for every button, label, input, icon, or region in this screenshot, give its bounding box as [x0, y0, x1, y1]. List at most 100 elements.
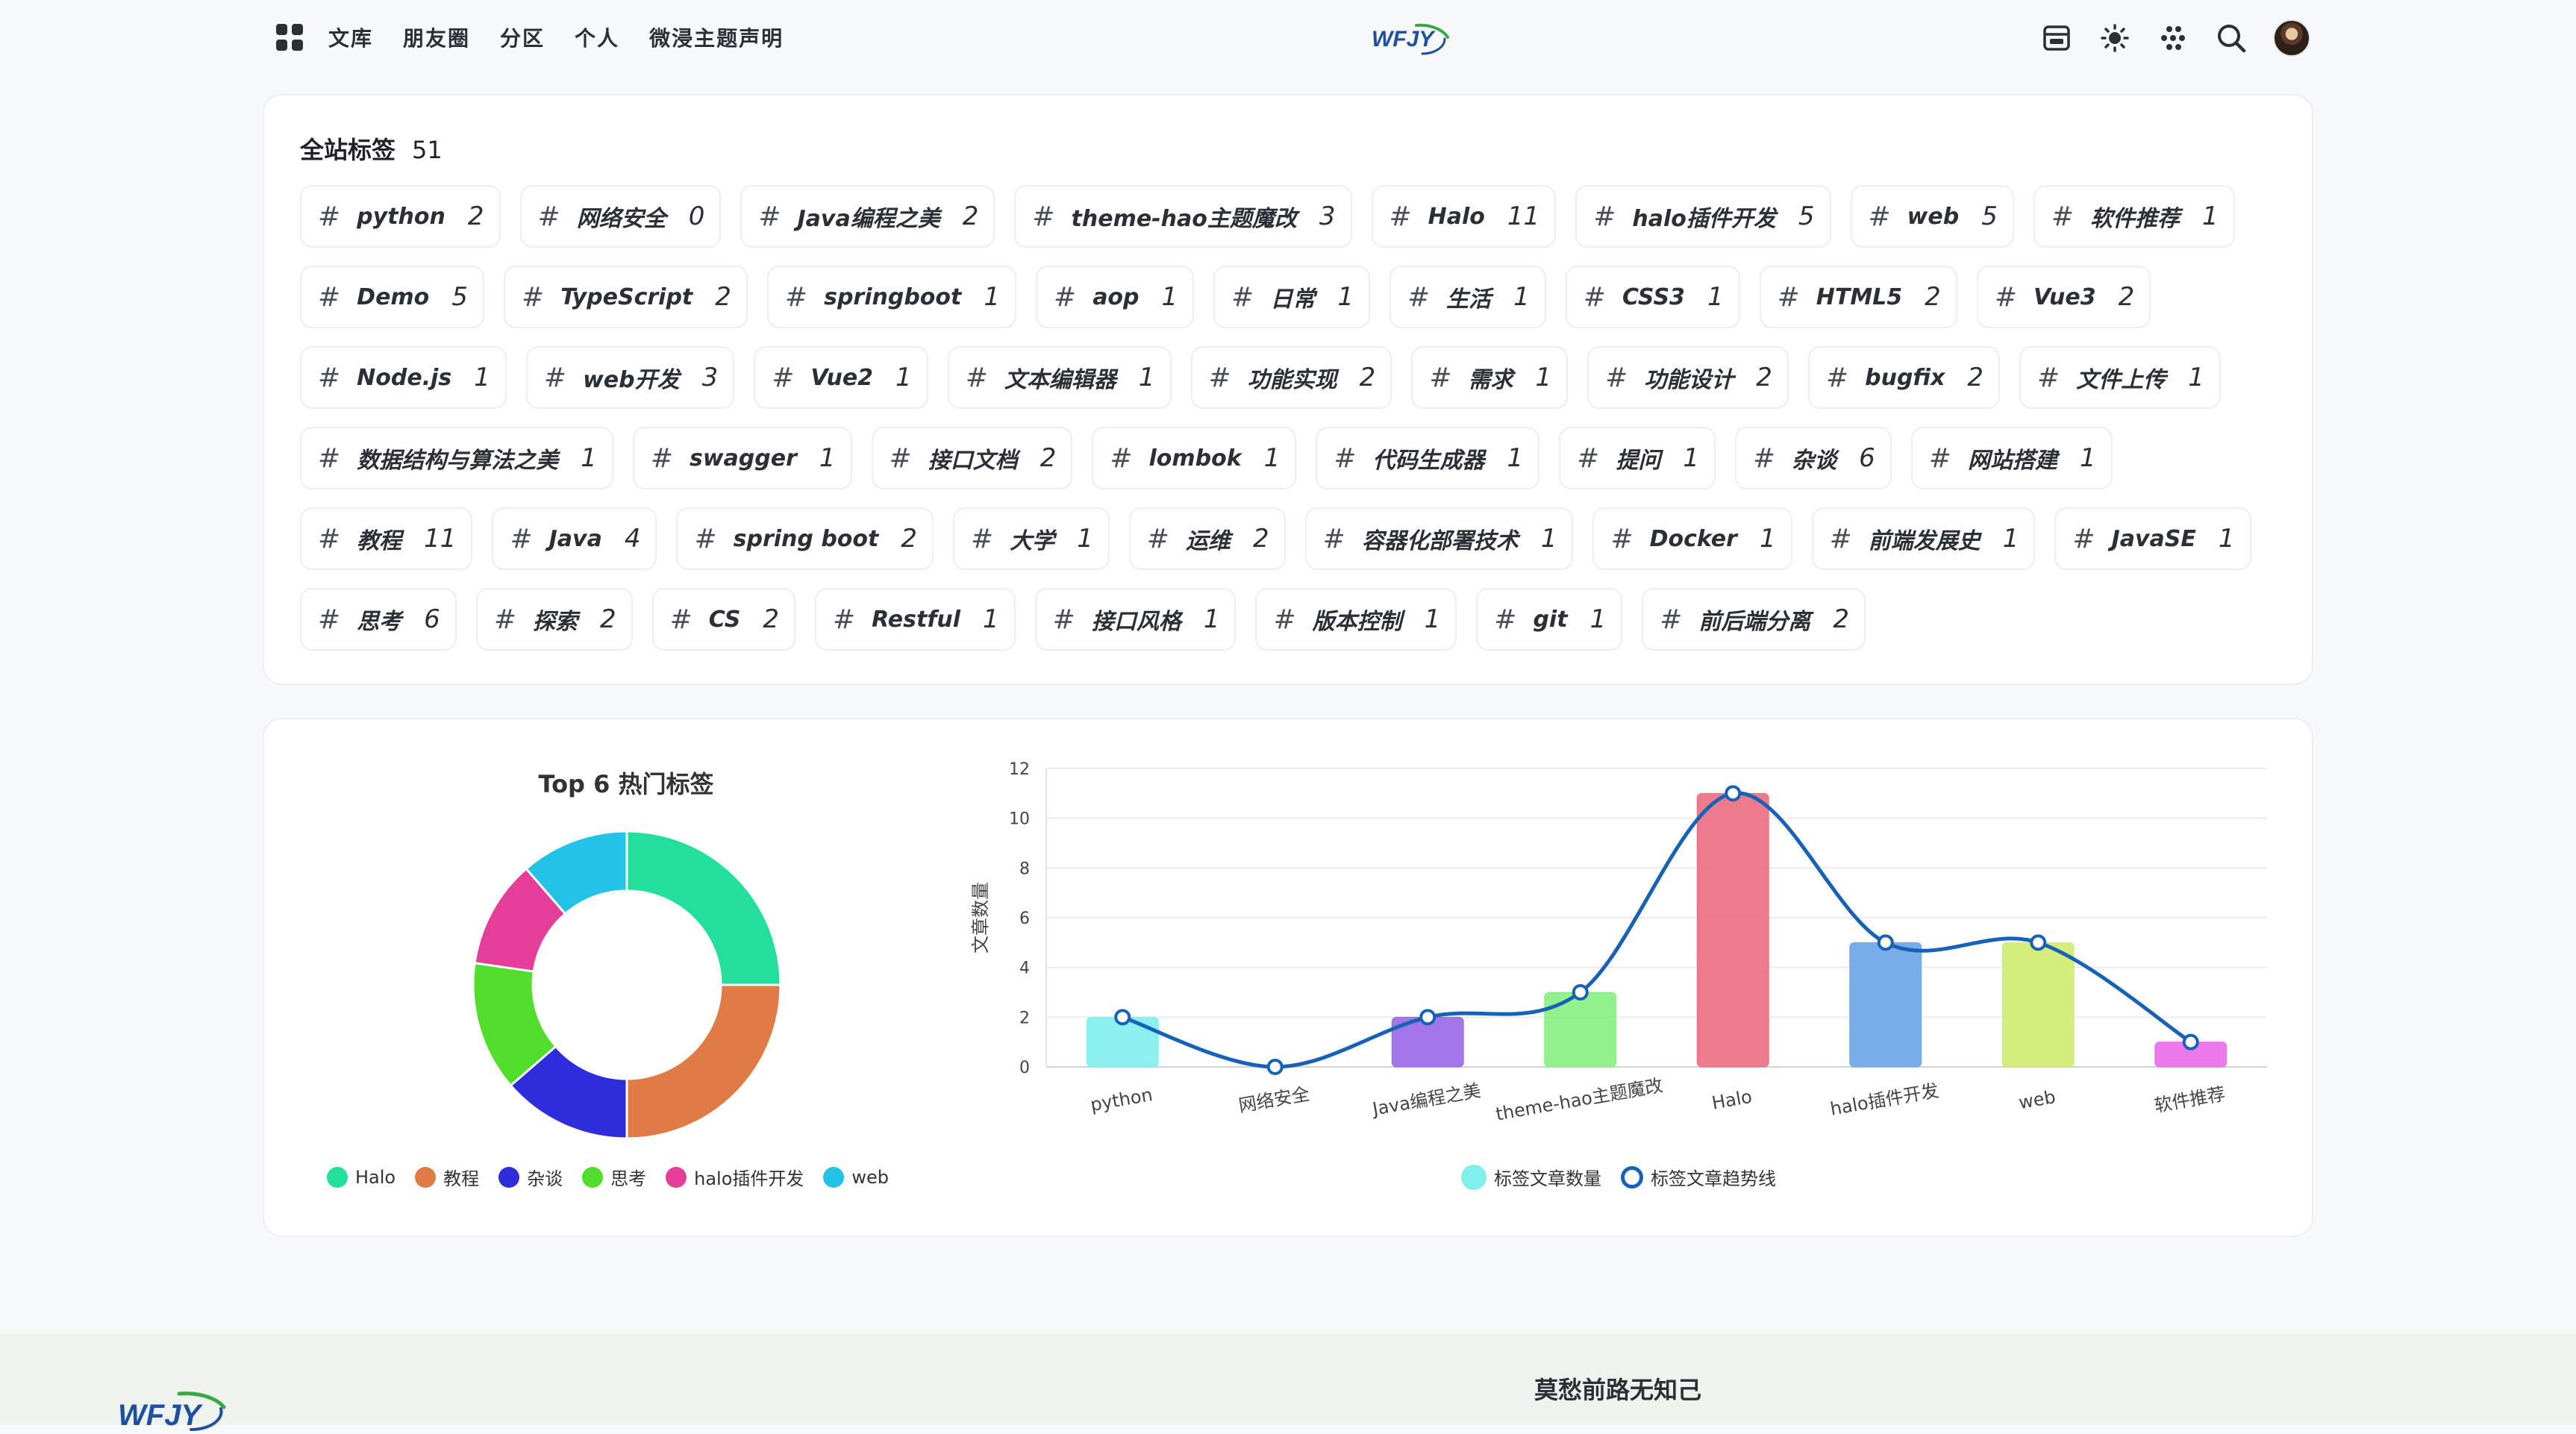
tag-chip[interactable]: # theme-hao主题魔改 3 — [1014, 185, 1352, 248]
donut-slice[interactable] — [625, 830, 782, 986]
archive-icon[interactable] — [2040, 22, 2073, 54]
tag-chip[interactable]: # spring boot 2 — [676, 507, 934, 570]
tag-count: 5 — [1798, 201, 1815, 231]
tag-chip[interactable]: # web 5 — [1850, 185, 2014, 248]
sun-icon[interactable] — [2098, 22, 2131, 54]
tag-chip[interactable]: # Demo 5 — [300, 266, 484, 328]
tag-chip[interactable]: # 代码生成器 1 — [1316, 427, 1540, 489]
tag-name: web开发 — [583, 367, 680, 393]
tag-chip[interactable]: # CSS3 1 — [1565, 266, 1740, 328]
tag-chip[interactable]: # 网络安全 0 — [519, 185, 722, 248]
tag-chip[interactable]: # Restful 1 — [815, 588, 1016, 651]
tag-chip[interactable]: # 探索 2 — [475, 588, 633, 651]
tag-chip[interactable]: # 功能设计 2 — [1587, 346, 1789, 409]
tag-chip[interactable]: # 运维 2 — [1128, 507, 1286, 570]
donut-slice[interactable] — [625, 983, 782, 1140]
tag-chip[interactable]: # lombok 1 — [1092, 427, 1297, 489]
tag-chip[interactable]: # 文件上传 1 — [2019, 346, 2221, 409]
footer-logo[interactable]: WFJY — [116, 1382, 228, 1434]
site-logo[interactable]: WFJY — [1370, 15, 1452, 60]
trend-point[interactable] — [1114, 1009, 1131, 1026]
bar[interactable] — [1544, 992, 1617, 1068]
apps-icon[interactable] — [2157, 22, 2189, 54]
donut-chart — [472, 830, 782, 1140]
tag-chip[interactable]: # Java 4 — [492, 507, 657, 570]
tag-count: 1 — [1337, 282, 1354, 312]
trend-point[interactable] — [2182, 1033, 2199, 1051]
tag-count: 5 — [1981, 201, 1998, 231]
bar[interactable] — [1849, 942, 1922, 1068]
tag-count: 1 — [1759, 524, 1776, 554]
tag-chip[interactable]: # 杂谈 6 — [1734, 427, 1892, 489]
tag-chip[interactable]: # python 2 — [300, 185, 501, 248]
tag-chip[interactable]: # 网站搭建 1 — [1910, 427, 2113, 489]
nav-link-categories[interactable]: 分区 — [500, 26, 545, 51]
tag-chip[interactable]: # git 1 — [1476, 588, 1623, 651]
tag-chip[interactable]: # web开发 3 — [525, 346, 735, 409]
tag-chip[interactable]: # Docker 1 — [1592, 507, 1792, 570]
x-tick-label: python — [1089, 1084, 1154, 1115]
tag-chip[interactable]: # 前端发展史 1 — [1811, 507, 2036, 570]
all-tags-card: 全站标签 51 # python 2 # 网络安全 0 # Java编程之美 2 # theme-ha… — [263, 94, 2313, 685]
tag-chip[interactable]: # Java编程之美 2 — [740, 185, 995, 248]
tag-chip[interactable]: # TypeScript 2 — [503, 266, 748, 328]
tag-chip[interactable]: # CS 2 — [651, 588, 795, 651]
tag-count: 2 — [1925, 282, 1941, 312]
donut-legend-item[interactable]: 教程 — [415, 1164, 479, 1190]
tag-chip[interactable]: # halo插件开发 5 — [1575, 185, 1831, 248]
tag-chip[interactable]: # 教程 11 — [300, 507, 473, 570]
donut-slice[interactable] — [524, 830, 628, 915]
donut-legend-item[interactable]: web — [823, 1166, 889, 1188]
tag-chip[interactable]: # JavaSE 1 — [2054, 507, 2251, 570]
tag-chip[interactable]: # springboot 1 — [766, 266, 1017, 328]
search-icon[interactable] — [2215, 22, 2248, 54]
tag-chip[interactable]: # 大学 1 — [953, 507, 1110, 570]
nav-link-personal[interactable]: 个人 — [575, 26, 620, 51]
tag-chip[interactable]: # 文本编辑器 1 — [947, 346, 1172, 409]
tag-chip[interactable]: # 接口风格 1 — [1034, 588, 1237, 651]
tag-chip[interactable]: # Vue2 1 — [754, 346, 928, 409]
trend-point[interactable] — [1266, 1059, 1284, 1075]
grid-menu-icon[interactable] — [276, 24, 303, 51]
tag-chip[interactable]: # HTML5 2 — [1759, 266, 1957, 328]
tag-chip[interactable]: # bugfix 2 — [1807, 346, 2001, 409]
tag-chip[interactable]: # swagger 1 — [632, 427, 852, 489]
tag-chip[interactable]: # 提问 1 — [1559, 427, 1716, 489]
nav-link-library[interactable]: 文库 — [328, 26, 374, 51]
trend-point[interactable] — [1725, 785, 1742, 802]
donut-legend-item[interactable]: Halo — [327, 1166, 396, 1188]
trend-point[interactable] — [1877, 934, 1894, 951]
tag-chip[interactable]: # 日常 1 — [1213, 266, 1370, 328]
bar[interactable] — [2001, 942, 2075, 1068]
bar[interactable] — [1696, 792, 1769, 1068]
trend-point[interactable] — [1572, 984, 1589, 1001]
nav-link-theme-statement[interactable]: 微浸主题声明 — [649, 26, 784, 51]
tag-chip[interactable]: # 接口文档 2 — [871, 427, 1073, 489]
donut-legend-item[interactable]: halo插件开发 — [666, 1164, 804, 1190]
nav-link-moments[interactable]: 朋友圈 — [403, 26, 471, 51]
tag-chip[interactable]: # 前后端分离 2 — [1642, 588, 1866, 651]
tag-chip[interactable]: # 数据结构与算法之美 1 — [300, 427, 613, 489]
tag-chip[interactable]: # 生活 1 — [1389, 266, 1546, 328]
tag-chip[interactable]: # 版本控制 1 — [1255, 588, 1457, 651]
tag-chip[interactable]: # Halo 11 — [1371, 185, 1557, 248]
trend-point[interactable] — [1419, 1009, 1437, 1026]
tag-chip[interactable]: # 容器化部署技术 1 — [1304, 507, 1574, 570]
tag-chip[interactable]: # Node.js 1 — [300, 346, 507, 409]
user-avatar[interactable] — [2273, 19, 2310, 57]
tag-chip[interactable]: # 需求 1 — [1411, 346, 1569, 409]
trend-point[interactable] — [2030, 934, 2047, 951]
tag-chip[interactable]: # 思考 6 — [300, 588, 457, 651]
nav-right-group — [2015, 19, 2310, 57]
tag-chip[interactable]: # 功能实现 2 — [1190, 346, 1392, 409]
tag-name: git — [1533, 606, 1568, 633]
combo-legend-item[interactable]: 标签文章数量 — [1461, 1164, 1601, 1190]
tag-chip[interactable]: # 软件推荐 1 — [2033, 185, 2235, 248]
combo-legend-item[interactable]: 标签文章趋势线 — [1621, 1164, 1776, 1190]
tag-count: 2 — [1253, 524, 1269, 554]
donut-legend-item[interactable]: 杂谈 — [498, 1164, 563, 1190]
donut-legend-item[interactable]: 思考 — [582, 1164, 646, 1190]
tag-count: 1 — [1138, 363, 1155, 392]
tag-chip[interactable]: # Vue3 2 — [1976, 266, 2151, 328]
tag-chip[interactable]: # aop 1 — [1036, 266, 1195, 328]
